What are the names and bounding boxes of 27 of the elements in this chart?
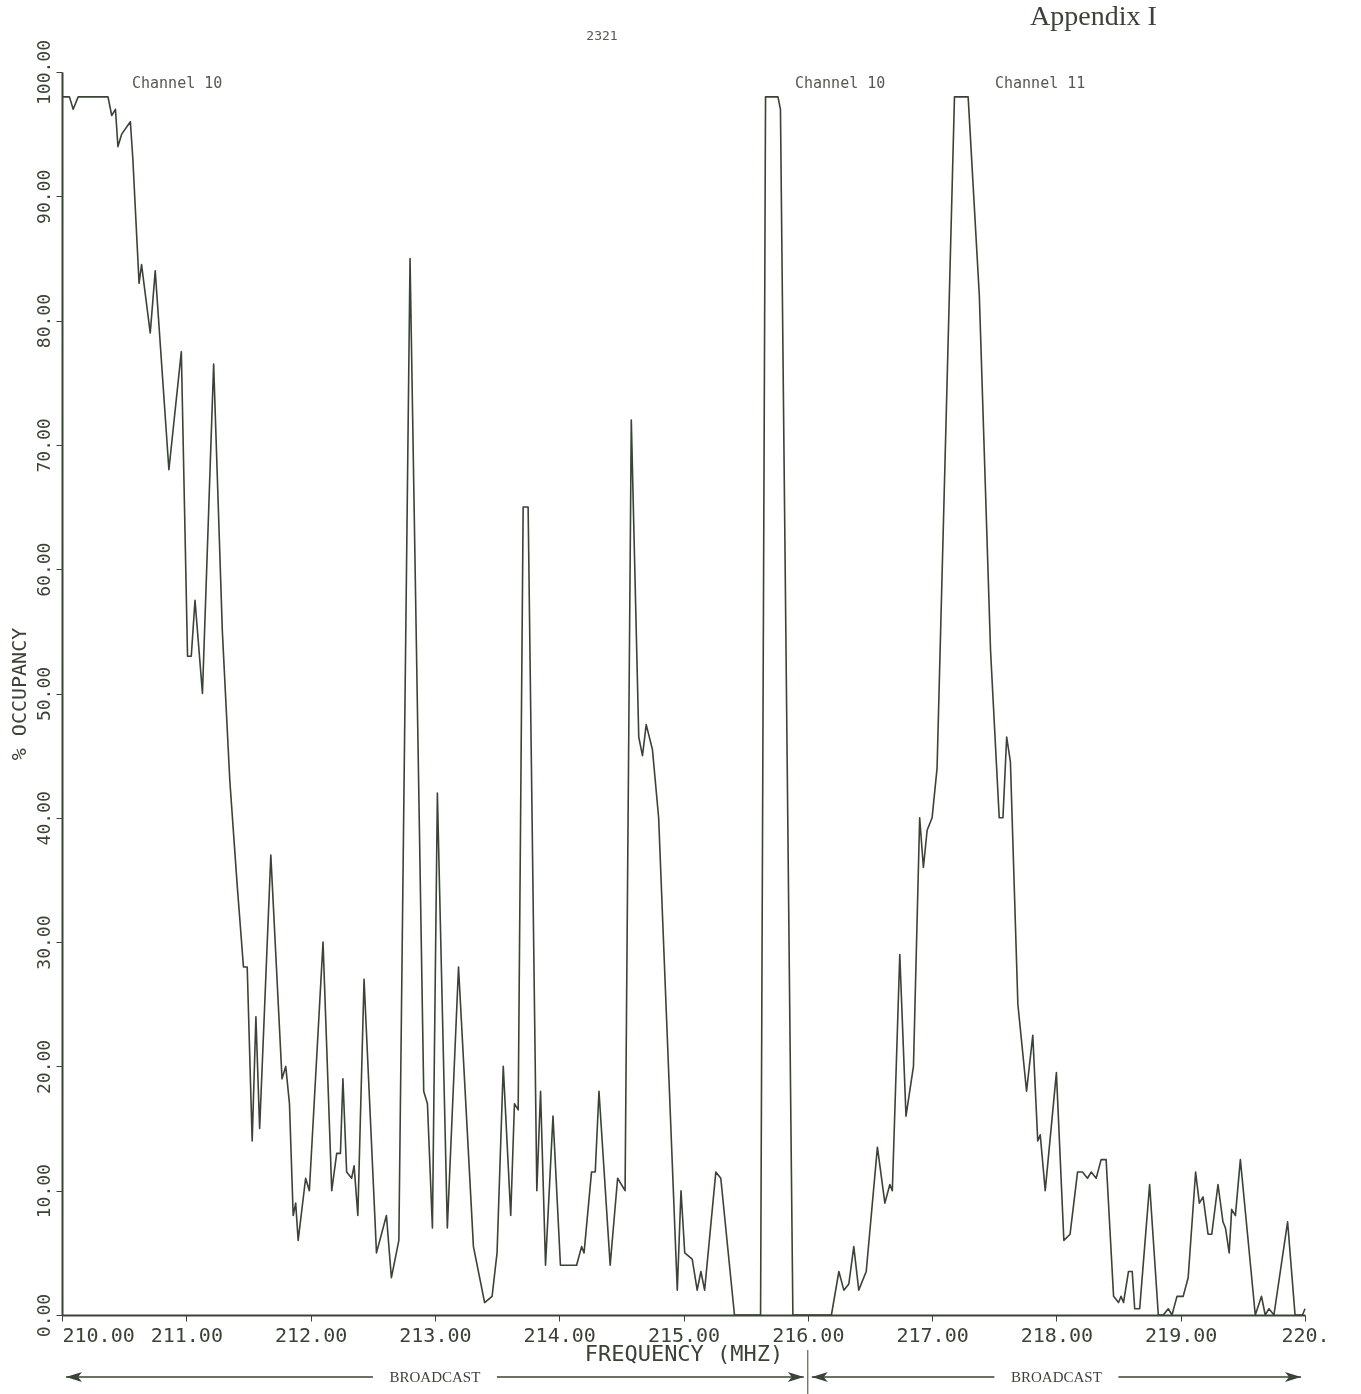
y-axis-title: % OCCUPANCY	[6, 627, 31, 761]
x-tick-label: 218.00	[1020, 1322, 1094, 1347]
y-tick-label: 100.00	[32, 39, 54, 106]
y-tick-label: 40.00	[32, 791, 54, 846]
x-tick-label: 220.	[1281, 1322, 1330, 1347]
x-tick-label: 217.00	[896, 1322, 969, 1347]
x-tick-label: 213.00	[399, 1322, 472, 1347]
text: 2321	[586, 28, 618, 43]
y-tick-label: 60.00	[32, 542, 54, 597]
text: BROADCAST	[1010, 1369, 1102, 1385]
y-tick-label: 20.00	[32, 1039, 54, 1094]
y-tick-label: 30.00	[32, 915, 54, 970]
y-tick-label: 10.00	[32, 1164, 54, 1219]
x-tick-label: 210.00	[62, 1322, 135, 1347]
y-tick-label: 90.00	[32, 169, 54, 224]
y-tick-label: 70.00	[32, 418, 54, 473]
x-tick-label: 219.00	[1145, 1322, 1218, 1347]
text: BROADCAST	[389, 1369, 481, 1385]
x-tick-label: 211.00	[150, 1322, 223, 1347]
annotation: Channel 11	[995, 74, 1086, 92]
chart-title: Appendix I	[1030, 0, 1157, 32]
y-tick-label: 50.00	[32, 666, 54, 722]
annotation: Channel 10	[132, 74, 223, 92]
x-tick-label: 212.00	[274, 1322, 348, 1347]
y-tick-label: 80.00	[32, 294, 54, 349]
annotation: Channel 10	[795, 74, 886, 92]
y-tick-label: 0.00	[32, 1293, 54, 1338]
